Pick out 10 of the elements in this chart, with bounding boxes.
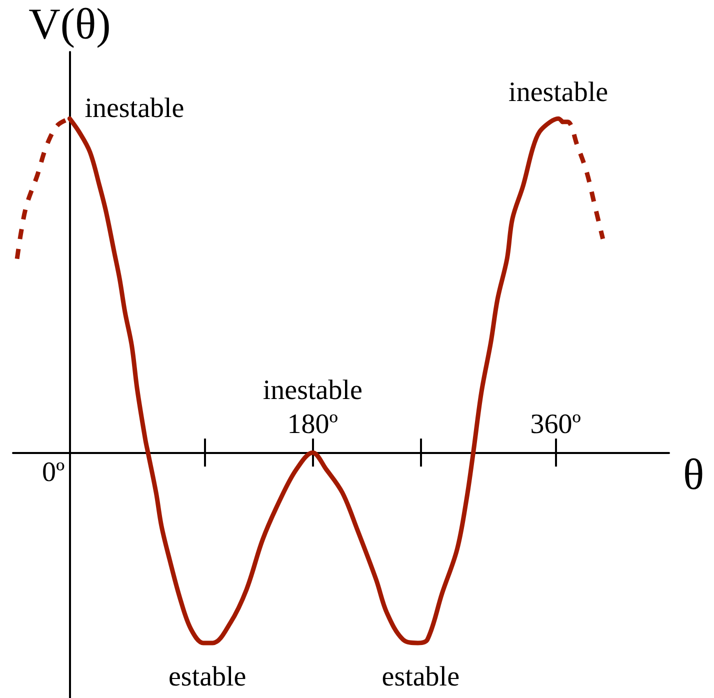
x-tick-label: 180º (287, 409, 338, 440)
annotation: inestable (508, 77, 608, 108)
x-tick-label: 360º (530, 409, 582, 440)
annotation: inestable (84, 93, 184, 124)
y-axis-title: V(θ) (28, 0, 111, 48)
annotation: estable (382, 661, 460, 692)
x-axis-title: θ (683, 450, 704, 500)
annotation: estable (168, 661, 246, 692)
annotation: inestable (262, 375, 362, 406)
annotation: 0º (42, 457, 66, 488)
